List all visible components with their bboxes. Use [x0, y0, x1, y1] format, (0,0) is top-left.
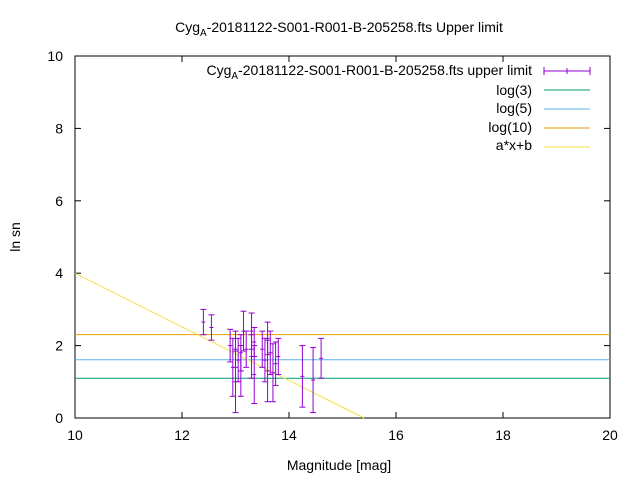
x-tick-label: 16: [388, 427, 404, 443]
error-bar-point: [259, 330, 266, 368]
fit-line: [74, 272, 365, 419]
error-bar-point: [310, 346, 317, 414]
error-bar-point: [318, 337, 325, 379]
error-bar-point: [243, 330, 250, 368]
error-bar-point: [251, 327, 258, 357]
legend: CygA-20181122-S001-R001-B-205258.fts upp…: [207, 62, 591, 153]
x-tick-label: 20: [602, 427, 618, 443]
legend-swatch-upper-limit: [543, 67, 591, 75]
legend-label-fit: a*x+b: [496, 137, 532, 153]
x-axis-label: Magnitude [mag]: [287, 457, 391, 473]
y-tick-label: 10: [47, 48, 63, 64]
x-tick-label: 12: [174, 427, 190, 443]
y-axis-label: ln sn: [7, 222, 23, 252]
y-tick-label: 0: [55, 410, 63, 426]
legend-label-upper-limit: CygA-20181122-S001-R001-B-205258.fts upp…: [207, 62, 533, 82]
error-bar-point: [264, 321, 271, 356]
error-bar-point: [267, 330, 274, 376]
legend-label-log5: log(5): [496, 100, 532, 116]
error-bar-point: [237, 345, 244, 397]
series-lines: [74, 272, 610, 419]
error-bar-point: [275, 337, 282, 376]
error-bar-point: [227, 328, 234, 363]
error-bar-point: [299, 345, 306, 408]
legend-label-log3: log(3): [496, 82, 532, 98]
legend-label-log10: log(10): [488, 119, 532, 135]
error-bar-point: [269, 343, 276, 403]
x-tick-label: 18: [495, 427, 511, 443]
x-tick-label: 14: [281, 427, 297, 443]
y-tick-label: 2: [55, 338, 63, 354]
plot-area-border: [74, 55, 611, 419]
error-bar-point: [200, 308, 207, 336]
y-tick-label: 8: [55, 120, 63, 136]
x-tick-label: 10: [67, 427, 83, 443]
y-tick-label: 6: [55, 193, 63, 209]
y-tick-label: 4: [55, 265, 63, 281]
error-bar-point: [272, 341, 279, 386]
axis-ticks: 10 12 14 16 18 20 0 2 4 6 8 10: [47, 48, 618, 443]
error-bar-points: [200, 308, 325, 414]
chart-title: CygA-20181122-S001-R001-B-205258.fts Upp…: [175, 19, 503, 39]
error-bar-point: [208, 314, 215, 341]
